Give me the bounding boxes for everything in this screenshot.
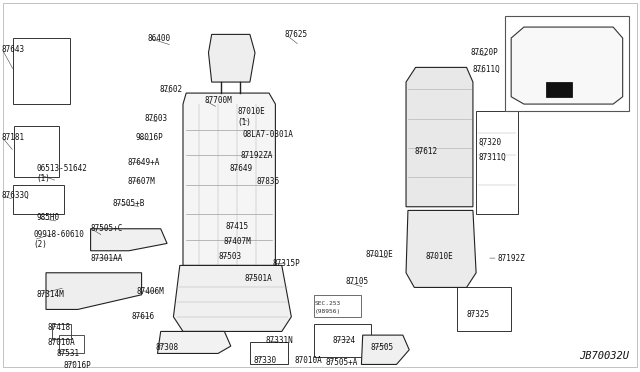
Text: 87625: 87625 xyxy=(285,30,308,39)
Text: 87607M: 87607M xyxy=(127,177,156,186)
Text: 87505+A: 87505+A xyxy=(325,358,358,367)
Text: 87181: 87181 xyxy=(1,132,24,142)
Text: 87320: 87320 xyxy=(478,138,501,147)
Text: 09918-60610
(2): 09918-60610 (2) xyxy=(33,230,84,250)
Text: 87643: 87643 xyxy=(1,45,24,54)
Bar xyxy=(14,126,59,177)
Text: 87016P: 87016P xyxy=(64,361,92,370)
Polygon shape xyxy=(183,93,275,266)
Text: 87503: 87503 xyxy=(218,252,241,261)
Text: 87649: 87649 xyxy=(230,164,253,173)
Text: 87325: 87325 xyxy=(467,311,490,320)
Text: 87407M: 87407M xyxy=(223,237,251,246)
Text: 87010E: 87010E xyxy=(366,250,394,259)
Text: 87612: 87612 xyxy=(414,147,437,156)
Polygon shape xyxy=(511,27,623,104)
Polygon shape xyxy=(209,34,255,82)
Bar xyxy=(546,82,572,97)
Bar xyxy=(314,324,371,357)
Text: 87331N: 87331N xyxy=(266,336,294,345)
Text: 87192Z: 87192Z xyxy=(497,254,525,263)
Text: 985H0: 985H0 xyxy=(36,213,60,222)
Text: 87620P: 87620P xyxy=(470,48,498,57)
Text: 08LA7-0301A: 08LA7-0301A xyxy=(243,130,293,139)
Text: 86400: 86400 xyxy=(148,33,171,42)
Text: 87649+A: 87649+A xyxy=(127,158,160,167)
Bar xyxy=(476,111,518,214)
Polygon shape xyxy=(173,266,291,331)
Text: 87010A: 87010A xyxy=(294,356,323,365)
Text: JB70032U: JB70032U xyxy=(579,351,629,361)
Text: 87415: 87415 xyxy=(226,222,249,231)
Polygon shape xyxy=(157,331,231,353)
Polygon shape xyxy=(406,67,473,207)
Text: 87324: 87324 xyxy=(333,336,356,345)
Text: 87311Q: 87311Q xyxy=(478,153,506,162)
Polygon shape xyxy=(91,229,167,251)
Text: (98956): (98956) xyxy=(315,309,341,314)
Bar xyxy=(52,324,72,339)
Bar xyxy=(575,45,600,78)
Polygon shape xyxy=(46,273,141,310)
Text: 87602: 87602 xyxy=(159,85,182,94)
Text: 87010E: 87010E xyxy=(425,252,453,261)
Bar xyxy=(457,288,511,331)
Text: 87633Q: 87633Q xyxy=(1,191,29,200)
Text: 87406M: 87406M xyxy=(136,286,164,296)
Polygon shape xyxy=(362,335,409,365)
Text: 87010A: 87010A xyxy=(47,338,75,347)
Text: 87531: 87531 xyxy=(56,349,79,358)
Bar xyxy=(13,185,64,214)
Text: 87105: 87105 xyxy=(346,278,369,286)
Text: 87314M: 87314M xyxy=(36,290,64,299)
Text: SEC.253: SEC.253 xyxy=(315,301,341,307)
Text: 06513-51642
(1): 06513-51642 (1) xyxy=(36,164,87,183)
Text: 87616: 87616 xyxy=(131,312,154,321)
Text: 87501A: 87501A xyxy=(245,274,273,283)
Text: 87308: 87308 xyxy=(156,343,179,352)
Text: 87010E
(1): 87010E (1) xyxy=(237,107,265,126)
Bar xyxy=(250,343,288,365)
Bar xyxy=(516,45,541,78)
Bar xyxy=(546,45,572,78)
Text: 87611Q: 87611Q xyxy=(473,65,500,74)
Bar xyxy=(13,38,70,104)
Text: 87505: 87505 xyxy=(371,343,394,352)
Text: 87301AA: 87301AA xyxy=(91,254,123,263)
Text: 87315P: 87315P xyxy=(272,259,300,268)
Bar xyxy=(314,295,362,317)
Text: 87418: 87418 xyxy=(47,323,70,332)
Text: 87836: 87836 xyxy=(256,177,280,186)
Text: 87505+B: 87505+B xyxy=(113,199,145,208)
Polygon shape xyxy=(406,211,476,288)
Bar xyxy=(59,335,84,353)
Text: 87192ZA: 87192ZA xyxy=(241,151,273,160)
Text: 87603: 87603 xyxy=(145,114,168,123)
Text: 87330: 87330 xyxy=(253,356,276,365)
Bar xyxy=(505,16,629,111)
Text: 98016P: 98016P xyxy=(135,132,163,142)
Text: 87505+C: 87505+C xyxy=(91,224,123,233)
Text: 87700M: 87700M xyxy=(204,96,232,105)
